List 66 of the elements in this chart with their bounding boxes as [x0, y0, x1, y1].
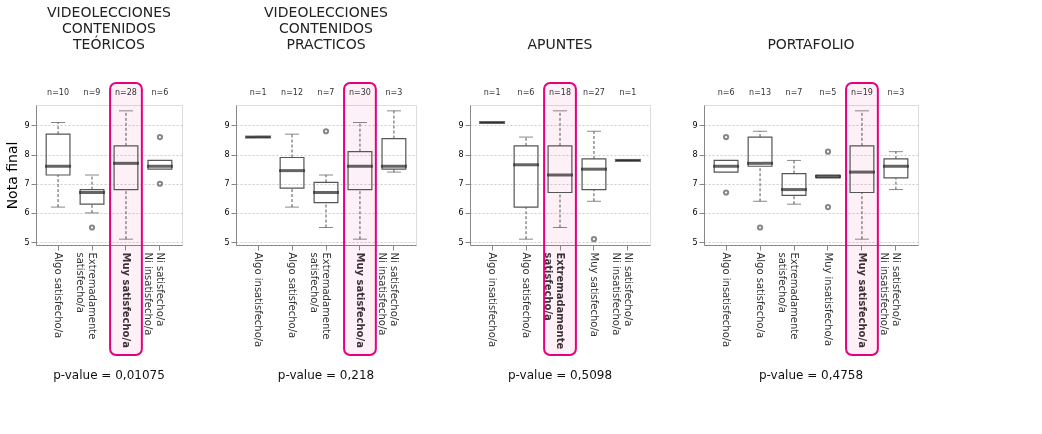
- text: n=19: [850, 88, 873, 97]
- x-tick-label: Algo insatisfecho/a: [721, 252, 733, 348]
- chart-title: APUNTES: [527, 36, 593, 52]
- y-tick-label: 7: [692, 179, 698, 189]
- x-tick-label: Algo satisfecho/a: [755, 252, 767, 339]
- y-tick-label: 9: [24, 120, 30, 130]
- y-tick-label: 7: [24, 179, 30, 189]
- x-tick-label: Extremadamente satisfecho/a: [543, 252, 566, 350]
- text: n=7: [317, 88, 335, 97]
- text: n=1: [619, 88, 637, 97]
- text: n=12: [281, 88, 304, 97]
- y-tick-label: 6: [458, 208, 464, 218]
- y-tick-label: 9: [224, 120, 230, 130]
- text: n=13: [749, 88, 772, 97]
- x-tick-label: Extremadamente satisfecho/a: [309, 252, 332, 340]
- y-tick-label: 8: [224, 150, 230, 160]
- y-axis-title: Nota final: [4, 141, 21, 210]
- text: p-value = 0,5098: [507, 368, 613, 382]
- text: p-value = 0,218: [277, 368, 375, 382]
- x-tick-label: Algo satisfecho/a: [521, 252, 533, 339]
- y-tick-label: 8: [692, 150, 698, 160]
- text: n=6: [151, 88, 169, 97]
- text: n=10: [47, 88, 70, 97]
- x-tick-label: Algo insatisfecho/a: [253, 252, 265, 348]
- y-tick-label: 7: [224, 179, 230, 189]
- text: n=3: [887, 88, 905, 97]
- x-tick-label: Muy satisfecho/a: [588, 252, 600, 337]
- y-tick-label: 5: [692, 237, 698, 247]
- text: n=3: [385, 88, 403, 97]
- text: n=6: [717, 88, 735, 97]
- x-tick-label: Extremadamente satisfecho/a: [75, 252, 99, 340]
- text: n=9: [83, 88, 101, 97]
- x-tick-label: Muy satisfecho/a: [354, 252, 366, 348]
- text: n=1: [249, 88, 267, 97]
- x-tick-label: Muy insatisfecho/a: [822, 252, 834, 347]
- y-tick-label: 5: [458, 237, 464, 247]
- y-tick-label: 6: [224, 208, 230, 218]
- y-tick-label: 6: [24, 208, 30, 218]
- chart-title: VIDEOLECCIONES CONTENIDOS PRACTICOS: [264, 4, 389, 52]
- text: n=5: [819, 88, 837, 97]
- x-tick-label: Algo insatisfecho/a: [487, 252, 499, 348]
- x-tick-label: Extremadamente satisfecho/a: [777, 252, 801, 340]
- text: n=6: [517, 88, 535, 97]
- y-tick-label: 8: [24, 150, 30, 160]
- chart-title: PORTAFOLIO: [767, 36, 855, 52]
- text: n=7: [785, 88, 803, 97]
- text: p-value = 0,01075: [53, 368, 165, 382]
- y-tick-label: 9: [458, 120, 464, 130]
- y-tick-label: 6: [692, 208, 698, 218]
- y-tick-label: 8: [458, 150, 464, 160]
- text: p-value = 0,4758: [758, 368, 864, 382]
- y-tick-label: 5: [224, 237, 230, 247]
- x-tick-label: Algo satisfecho/a: [287, 252, 299, 339]
- text: n=1: [483, 88, 501, 97]
- text: n=18: [549, 88, 571, 97]
- x-tick-label: Algo satisfecho/a: [53, 252, 65, 339]
- x-tick-label: Ni satisfecho/a Ni insatisfecho/a: [878, 252, 902, 336]
- text: n=30: [348, 88, 371, 97]
- text: n=27: [582, 88, 605, 97]
- y-tick-label: 9: [692, 120, 698, 130]
- text: n=28: [115, 88, 137, 97]
- x-tick-label: Muy satisfecho/a: [120, 252, 132, 348]
- y-tick-label: 5: [24, 237, 30, 247]
- x-tick-label: Muy satisfecho/a: [856, 252, 868, 348]
- chart-title: VIDEOLECCIONES CONTENIDOS TEÓRICOS: [47, 4, 172, 52]
- y-tick-label: 7: [458, 179, 464, 189]
